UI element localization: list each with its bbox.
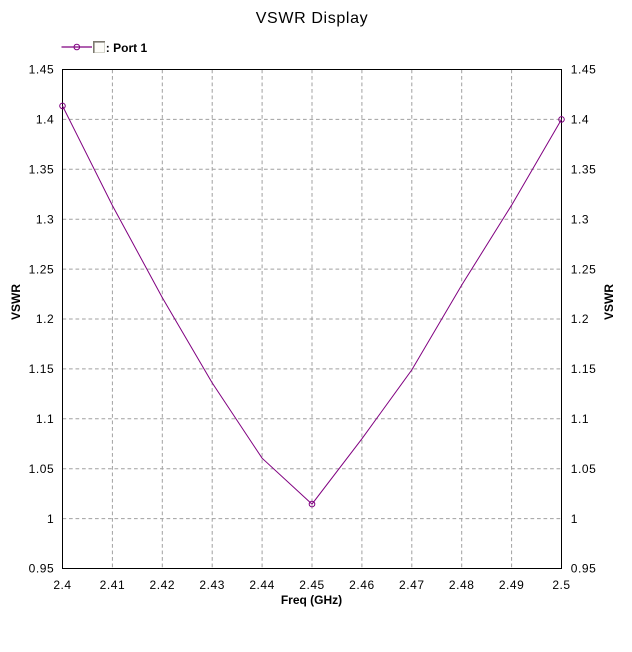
svg-text:2.48: 2.48: [449, 578, 475, 592]
svg-text:2.45: 2.45: [299, 578, 325, 592]
svg-text:1.2: 1.2: [36, 312, 54, 326]
svg-text:2.41: 2.41: [100, 578, 126, 592]
svg-text:1.05: 1.05: [571, 462, 597, 476]
svg-text:2.47: 2.47: [399, 578, 425, 592]
svg-text:1.2: 1.2: [571, 312, 589, 326]
svg-text:1.3: 1.3: [36, 212, 54, 226]
svg-text:2.43: 2.43: [199, 578, 225, 592]
svg-text:2.44: 2.44: [249, 578, 275, 592]
svg-text:1: 1: [47, 512, 54, 526]
svg-text:2.42: 2.42: [150, 578, 176, 592]
svg-text:1.3: 1.3: [571, 212, 589, 226]
svg-text:2.46: 2.46: [349, 578, 375, 592]
svg-text:VSWR Display: VSWR Display: [256, 10, 369, 27]
svg-text:1.35: 1.35: [571, 163, 597, 177]
svg-text:2.49: 2.49: [499, 578, 525, 592]
svg-text:1.15: 1.15: [29, 362, 55, 376]
svg-text:1.1: 1.1: [36, 412, 54, 426]
svg-text:: Port 1: : Port 1: [106, 41, 148, 55]
svg-text:1.4: 1.4: [36, 113, 54, 127]
svg-text:1.45: 1.45: [571, 63, 597, 77]
svg-text:1.4: 1.4: [571, 113, 589, 127]
svg-text:1.45: 1.45: [29, 63, 55, 77]
svg-text:2.4: 2.4: [53, 578, 71, 592]
svg-text:Freq (GHz): Freq (GHz): [281, 593, 342, 607]
svg-text:1: 1: [571, 512, 578, 526]
svg-text:0.95: 0.95: [29, 562, 55, 576]
svg-text:0.95: 0.95: [571, 562, 597, 576]
svg-text:1.25: 1.25: [29, 262, 55, 276]
svg-text:VSWR: VSWR: [9, 284, 23, 320]
svg-text:2.5: 2.5: [552, 578, 570, 592]
svg-text:VSWR: VSWR: [602, 284, 616, 320]
svg-text:1.05: 1.05: [29, 462, 55, 476]
svg-text:1.1: 1.1: [571, 412, 589, 426]
svg-text:1.15: 1.15: [571, 362, 597, 376]
svg-text:1.35: 1.35: [29, 163, 55, 177]
svg-text:1.25: 1.25: [571, 262, 597, 276]
